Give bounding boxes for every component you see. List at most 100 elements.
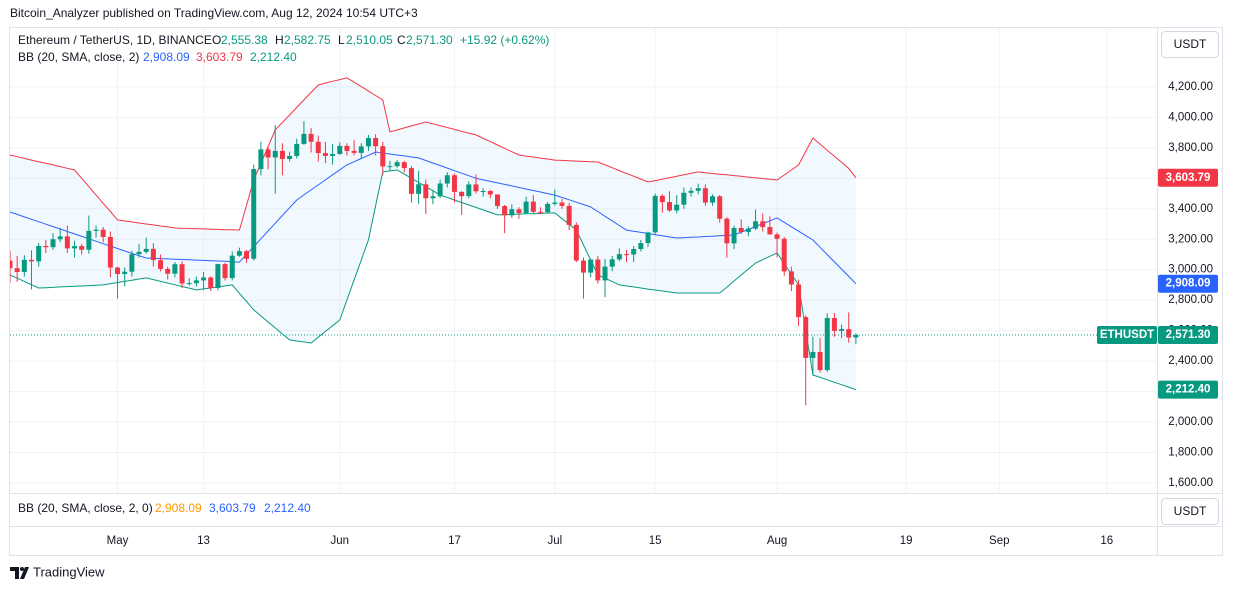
x-tick-label: 13 (197, 535, 210, 547)
candle-body (136, 251, 142, 255)
currency[interactable]: USDT (1174, 504, 1207, 518)
currency[interactable]: USDT (1174, 37, 1207, 51)
candle-body (193, 280, 199, 284)
candle-body (788, 271, 794, 285)
candle-body (129, 254, 135, 272)
y-tick-label: 4,000.00 (1168, 111, 1213, 123)
x-tick-label: 16 (1100, 535, 1113, 547)
candle-body (602, 266, 608, 281)
ohlc-key: H (275, 33, 284, 47)
candle-body (93, 229, 99, 231)
candle-body (36, 245, 42, 262)
candle-body (408, 168, 414, 194)
candle-body (294, 143, 300, 156)
candle-body (64, 236, 70, 249)
band-fill (10, 77, 856, 390)
candle-body (401, 162, 407, 169)
ohlc-value: 2,571.30 (406, 33, 453, 47)
candle-body (143, 248, 149, 252)
x-tick-label: 15 (649, 535, 662, 547)
candle-body (380, 146, 386, 167)
candle-body (566, 205, 572, 225)
chart-frame (9, 27, 1223, 556)
candle-body (796, 284, 802, 318)
candle-body (516, 209, 522, 214)
candle-body (86, 230, 92, 250)
plot-area (10, 77, 1157, 406)
candle-body (351, 150, 357, 153)
candle-body (387, 166, 393, 168)
candle-body (358, 146, 364, 153)
candle-body (322, 153, 328, 156)
ohlc-key: C (397, 33, 406, 47)
candle-body (839, 329, 845, 331)
attribution: Bitcoin_Analyzer published on TradingVie… (10, 6, 418, 20)
pane-label: BB (20, SMA, close, 2, 0) (18, 501, 153, 515)
candle-body (265, 149, 271, 158)
candle-body (473, 184, 479, 192)
legend: Ethereum / TetherUS, 1D, BINANCE O 2,555… (18, 33, 549, 515)
candle-body (831, 317, 837, 331)
currency-button[interactable] (1161, 31, 1219, 58)
brand-name: TradingView (33, 564, 105, 579)
candle-body (774, 234, 780, 239)
candle-body (731, 227, 737, 244)
candle-body (738, 227, 744, 232)
candle-body (652, 195, 658, 233)
y-tick-label: 2,000.00 (1168, 416, 1213, 428)
candle-body (258, 149, 264, 170)
candle-body (186, 283, 192, 285)
candle-body (236, 251, 242, 256)
candle-body (480, 190, 486, 192)
candle-body (215, 264, 221, 288)
candle-body (14, 268, 20, 272)
candle-body (272, 150, 278, 158)
y-tick-label: 3,800.00 (1168, 142, 1213, 154)
candle-body (559, 202, 565, 206)
candle-body (588, 259, 594, 273)
x-tick-label: Jun (330, 535, 349, 547)
ohlc-value: 2,555.38 (221, 33, 268, 47)
candle-body (595, 259, 601, 281)
candle-body (158, 260, 164, 269)
candle-body (365, 137, 371, 147)
candle-body (631, 249, 637, 255)
basis-badge (1158, 274, 1218, 293)
last-price-badge-label: 2,571.30 (1166, 329, 1211, 341)
candle-body (72, 246, 78, 249)
x-tick-label: 19 (900, 535, 913, 547)
candle-body (817, 351, 823, 371)
y-tick-label: 3,200.00 (1168, 233, 1213, 245)
basis-badge-label: 2,908.09 (1166, 278, 1211, 290)
pane-value: 2,212.40 (264, 501, 311, 515)
pane-value: 3,603.79 (209, 501, 256, 515)
candle-body (681, 192, 687, 205)
ohlc-value: 2,582.75 (284, 33, 331, 47)
y-tick-label: 1,800.00 (1168, 447, 1213, 459)
candle-body (330, 153, 336, 156)
candle-body (674, 204, 680, 211)
candle-body (100, 229, 106, 237)
currency-button[interactable] (1161, 498, 1219, 525)
band-upper (10, 77, 857, 231)
candle-body (208, 277, 214, 288)
candle-body (315, 141, 321, 154)
candle-body (115, 267, 121, 274)
change: +15.92 (+0.62%) (460, 33, 549, 47)
candle-body (244, 251, 250, 259)
y-tick-label: 1,600.00 (1168, 477, 1213, 489)
indicator-value: 3,603.79 (196, 50, 243, 64)
ohlc-value: 2,510.05 (346, 33, 393, 47)
candle-body (717, 196, 723, 219)
indicator-label: BB (20, SMA, close, 2) (18, 50, 139, 64)
candle-body (43, 245, 49, 248)
candle-body (659, 195, 665, 203)
candle-body (767, 227, 773, 235)
x-tick-label: Sep (989, 535, 1009, 547)
candle-body (287, 155, 293, 159)
candle-body (107, 236, 113, 268)
candle-body (573, 224, 579, 261)
candle-body (745, 228, 751, 232)
